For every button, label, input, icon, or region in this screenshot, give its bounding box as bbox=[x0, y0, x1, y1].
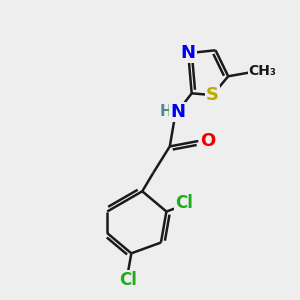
Text: Cl: Cl bbox=[118, 271, 136, 289]
Text: Cl: Cl bbox=[175, 194, 193, 211]
Text: N: N bbox=[181, 44, 196, 62]
Text: O: O bbox=[200, 132, 215, 150]
Text: H: H bbox=[159, 104, 172, 119]
Text: CH₃: CH₃ bbox=[248, 64, 276, 78]
Text: N: N bbox=[170, 103, 185, 121]
Text: S: S bbox=[206, 86, 219, 104]
